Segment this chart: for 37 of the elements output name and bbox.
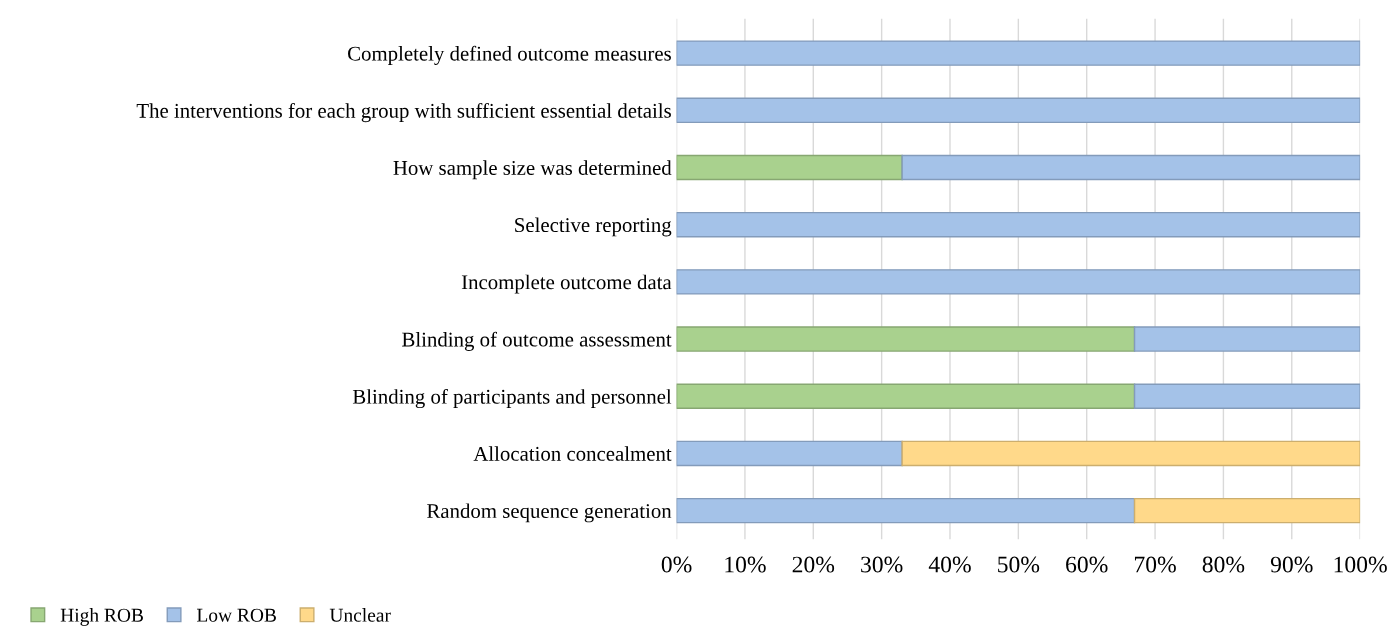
y-tick-label: Selective reporting (515, 217, 672, 237)
bar (676, 211, 1361, 238)
bar (676, 269, 1361, 295)
bar (1133, 383, 1361, 409)
bar (1133, 326, 1361, 352)
x-tick-label: 90% (1270, 556, 1313, 573)
y-tick-label: The interventions for each group with sufficient essential details (136, 102, 671, 123)
bar (676, 440, 903, 467)
bar (676, 326, 1136, 352)
x-tick-label: 40% (928, 556, 971, 573)
x-tick-label: 0% (661, 556, 692, 573)
y-tick-label: Blinding of participants and personnel (352, 388, 672, 409)
x-tick-label: 30% (861, 556, 903, 573)
x-tick-label: 10% (725, 556, 766, 573)
bar (901, 154, 1361, 181)
bar (676, 97, 1361, 124)
y-tick-label: Random sequence generation (427, 503, 672, 523)
bar (676, 40, 1361, 66)
x-tick-label: 60% (1066, 556, 1108, 573)
x-tick-label: 70% (1134, 556, 1176, 573)
y-tick-label: Blinding of outcome assessment (402, 331, 672, 351)
bar (676, 383, 1136, 409)
x-tick-label: 80% (1202, 556, 1245, 573)
legend-label: High ROB (60, 608, 143, 626)
y-tick-label: How sample size was determined (393, 160, 672, 180)
x-tick-label: 100% (1334, 556, 1387, 573)
bar (676, 154, 903, 181)
bar (1133, 497, 1361, 524)
x-tick-label: 50% (998, 556, 1040, 573)
legend-label: Unclear (329, 608, 391, 622)
y-tick-label: Allocation concealment (473, 446, 672, 461)
y-tick-label: Completely defined outcome measures (348, 45, 671, 65)
bar (901, 440, 1361, 467)
y-tick-label: Incomplete outcome data (461, 274, 672, 294)
bar (676, 497, 1136, 524)
x-tick-label: 20% (792, 556, 835, 573)
legend-label: Low ROB (196, 608, 276, 622)
